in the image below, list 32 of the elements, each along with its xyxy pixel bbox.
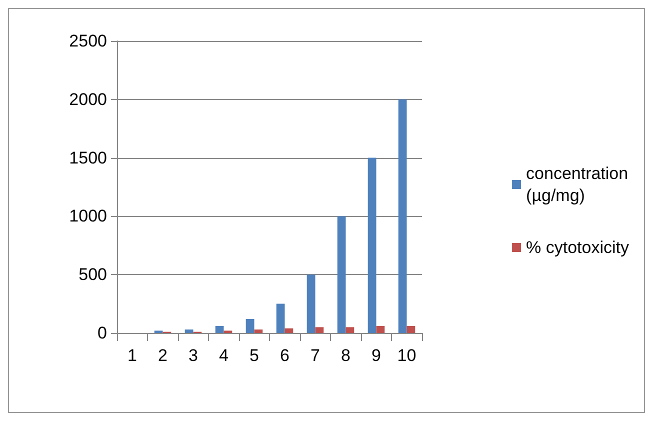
y-tick-label: 2000	[69, 90, 107, 109]
x-tick-label: 3	[188, 346, 198, 365]
y-tick-label: 1000	[69, 206, 107, 226]
bar	[406, 326, 416, 333]
bar	[376, 326, 385, 333]
x-tick-label: 9	[372, 346, 381, 365]
x-tick-label: 2	[158, 346, 168, 365]
y-tick-label: 0	[98, 324, 107, 342]
x-tick-label: 4	[219, 346, 228, 365]
y-tick-label: 500	[78, 265, 107, 284]
bar	[306, 274, 316, 333]
x-tick-label: 1	[128, 346, 137, 365]
bar	[315, 327, 324, 333]
bar	[184, 329, 194, 333]
bar	[254, 329, 263, 333]
bar	[398, 99, 407, 333]
x-tick-label: 7	[310, 346, 320, 365]
bar	[368, 158, 376, 333]
bar	[284, 328, 294, 333]
y-tick-label: 2500	[69, 32, 107, 50]
bar	[276, 304, 285, 333]
legend-label: concentration (µg/mg)	[526, 164, 628, 205]
x-tick-label: 6	[280, 346, 290, 365]
legend-label: % cytotoxicity	[526, 238, 630, 257]
bar	[215, 326, 224, 333]
x-tick-label: 10	[397, 346, 416, 365]
bar	[246, 318, 254, 333]
bar	[337, 216, 346, 333]
bar	[346, 327, 354, 333]
x-tick-label: 8	[341, 346, 350, 365]
x-tick-label: 5	[250, 346, 259, 365]
y-tick-label: 1500	[69, 148, 107, 168]
